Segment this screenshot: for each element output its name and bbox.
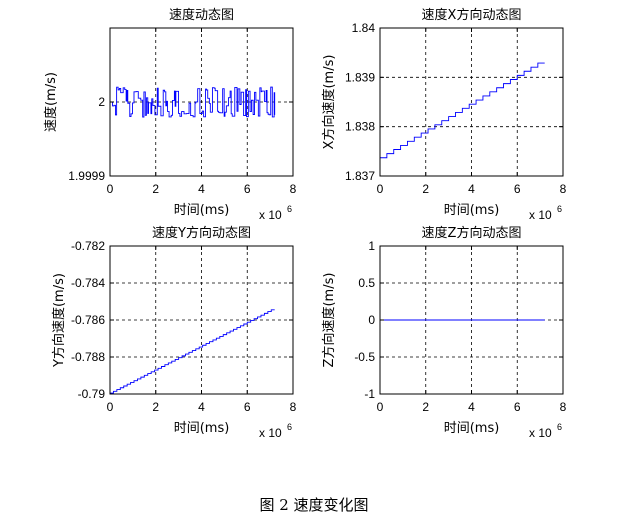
y-tick-label: 1.837 — [345, 169, 375, 183]
x-axis-exponent-power: 6 — [287, 422, 292, 432]
x-tick-label: 4 — [198, 182, 205, 196]
chart-title: 速度Y方向动态图 — [152, 225, 251, 241]
x-tick-label: 8 — [290, 400, 297, 414]
x-axis-exponent-power: 6 — [557, 204, 562, 214]
x-tick-label: 6 — [514, 400, 521, 414]
chart-panel-3: 0 2 4 6 8 -0.79 -0.788 -0.786 -0.784 -0.782 速度Y方向动… — [51, 225, 297, 440]
x-tick-label: 0 — [377, 400, 384, 414]
y-tick-label: 1.839 — [345, 70, 375, 84]
x-tick-label: 2 — [152, 182, 159, 196]
x-tick-label: 0 — [107, 182, 114, 196]
y-tick-label: 2 — [98, 95, 105, 109]
y-axis-label: Z方向速度(m/s) — [321, 273, 337, 368]
x-tick-label: 4 — [198, 400, 205, 414]
x-axis-exponent: x 10 — [259, 426, 282, 440]
x-axis-label: 时间(ms) — [444, 203, 500, 218]
y-axis-label: Y方向速度(m/s) — [51, 273, 67, 368]
y-tick-label: 1.838 — [345, 120, 375, 134]
x-tick-label: 0 — [377, 182, 384, 196]
chart-title: 速度Z方向动态图 — [422, 225, 522, 241]
x-axis-exponent: x 10 — [529, 426, 552, 440]
y-axis-label: 速度(m/s) — [43, 72, 59, 132]
chart-title: 速度X方向动态图 — [422, 7, 522, 23]
x-tick-label: 2 — [422, 400, 429, 414]
chart-title: 速度动态图 — [169, 7, 234, 23]
x-axis-label: 时间(ms) — [444, 421, 500, 436]
y-tick-label: 1.9999 — [68, 169, 105, 183]
y-tick-label: -0.782 — [71, 239, 105, 253]
x-axis-exponent-power: 6 — [557, 422, 562, 432]
x-tick-label: 6 — [514, 182, 521, 196]
series-line — [380, 62, 545, 159]
y-tick-label: 0.5 — [358, 276, 375, 290]
x-tick-label: 2 — [422, 182, 429, 196]
y-tick-label: -0.784 — [71, 276, 105, 290]
x-tick-label: 8 — [560, 182, 567, 196]
x-tick-label: 6 — [244, 182, 251, 196]
x-axis-exponent: x 10 — [529, 208, 552, 222]
x-tick-label: 8 — [560, 400, 567, 414]
y-tick-label: -0.788 — [71, 350, 105, 364]
x-tick-label: 4 — [468, 182, 475, 196]
series-line — [110, 86, 276, 118]
x-tick-label: 6 — [244, 400, 251, 414]
figure-caption: 图 2 速度变化图 — [259, 496, 369, 514]
series-line — [110, 309, 275, 394]
x-axis-exponent-power: 6 — [287, 204, 292, 214]
y-axis-label: X方向速度(m/s) — [321, 55, 337, 150]
y-tick-label: 1.84 — [352, 21, 376, 35]
x-tick-label: 0 — [107, 400, 114, 414]
x-axis-label: 时间(ms) — [174, 203, 230, 218]
x-tick-label: 8 — [290, 182, 297, 196]
y-tick-label: -0.5 — [354, 350, 375, 364]
y-tick-label: -0.786 — [71, 313, 105, 327]
y-tick-label: -1 — [364, 387, 375, 401]
x-axis-exponent: x 10 — [259, 208, 282, 222]
y-tick-label: -0.79 — [78, 387, 106, 401]
x-tick-label: 2 — [152, 400, 159, 414]
y-tick-label: 0 — [368, 313, 375, 327]
x-tick-label: 4 — [468, 400, 475, 414]
y-tick-label: 1 — [368, 239, 375, 253]
x-axis-label: 时间(ms) — [174, 421, 230, 436]
